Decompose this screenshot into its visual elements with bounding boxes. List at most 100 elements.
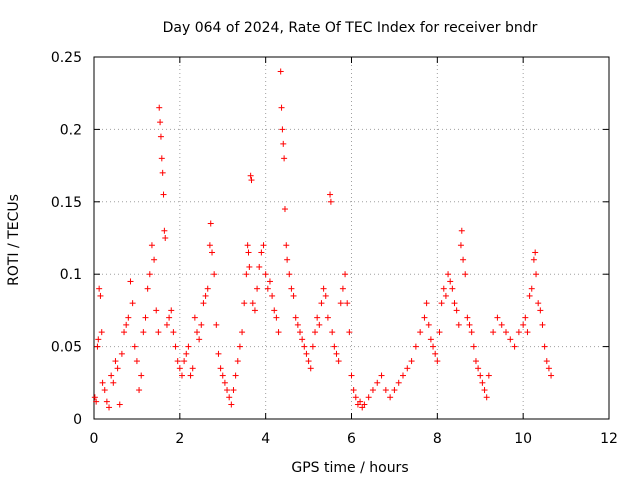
- data-point: [146, 271, 153, 278]
- data-point: [468, 329, 475, 336]
- data-point: [316, 321, 323, 328]
- data-point: [284, 256, 291, 263]
- data-point: [344, 300, 351, 307]
- data-point: [288, 285, 295, 292]
- data-point: [215, 350, 222, 357]
- data-point: [374, 379, 381, 386]
- x-tick-label: 6: [347, 431, 356, 447]
- data-point: [434, 358, 441, 365]
- y-tick-label: 0.05: [51, 340, 82, 356]
- data-point: [187, 372, 194, 379]
- data-point: [464, 314, 471, 321]
- data-point: [283, 242, 290, 249]
- data-point: [96, 285, 103, 292]
- data-point: [248, 177, 255, 184]
- data-point: [221, 379, 228, 386]
- data-point: [286, 271, 293, 278]
- data-point: [417, 329, 424, 336]
- data-point: [91, 394, 98, 401]
- data-point: [232, 372, 239, 379]
- data-point: [172, 343, 179, 350]
- data-point: [224, 387, 231, 394]
- data-point: [262, 271, 269, 278]
- data-point: [440, 285, 447, 292]
- data-point: [324, 314, 331, 321]
- data-point: [294, 321, 301, 328]
- data-point: [404, 365, 411, 372]
- data-point: [127, 278, 134, 285]
- data-point: [442, 292, 449, 299]
- data-point: [236, 343, 243, 350]
- data-point: [140, 329, 147, 336]
- data-point: [178, 372, 185, 379]
- data-point: [211, 271, 218, 278]
- data-point: [217, 365, 224, 372]
- data-point: [185, 343, 192, 350]
- data-point: [460, 256, 467, 263]
- data-point: [189, 365, 196, 372]
- data-point: [320, 285, 327, 292]
- data-point: [305, 358, 312, 365]
- data-point: [202, 292, 209, 299]
- data-point: [153, 307, 160, 314]
- data-point: [156, 104, 163, 111]
- grid-lines: [94, 57, 609, 419]
- data-point: [157, 119, 164, 126]
- data-point: [170, 329, 177, 336]
- data-point: [533, 271, 540, 278]
- data-point: [438, 300, 445, 307]
- data-point: [125, 314, 132, 321]
- data-point: [395, 379, 402, 386]
- data-point: [176, 365, 183, 372]
- data-point: [271, 307, 278, 314]
- data-point: [412, 343, 419, 350]
- data-point: [543, 358, 550, 365]
- data-point: [369, 387, 376, 394]
- data-point: [503, 329, 509, 336]
- data-point: [155, 329, 162, 336]
- data-point: [133, 358, 140, 365]
- data-point: [277, 68, 284, 75]
- data-point: [241, 300, 248, 307]
- data-point: [131, 343, 138, 350]
- data-point: [234, 358, 241, 365]
- data-point: [515, 329, 522, 336]
- data-point: [387, 394, 394, 401]
- data-point: [447, 278, 454, 285]
- y-tick-label: 0.15: [51, 195, 82, 211]
- data-point: [251, 307, 258, 314]
- data-point: [342, 271, 349, 278]
- data-point: [391, 387, 398, 394]
- data-point: [432, 350, 439, 357]
- data-point: [348, 372, 355, 379]
- data-point: [94, 343, 101, 350]
- y-axis-label: ROTI / TECUs: [6, 194, 22, 286]
- data-point: [97, 292, 104, 299]
- data-point: [278, 104, 285, 111]
- data-point: [337, 300, 344, 307]
- data-point: [483, 394, 490, 401]
- data-point: [427, 336, 434, 343]
- data-point: [206, 242, 213, 249]
- data-point: [138, 372, 145, 379]
- data-point: [162, 235, 169, 241]
- data-point: [307, 365, 314, 372]
- data-point: [275, 329, 282, 336]
- data-point: [166, 314, 173, 321]
- data-point: [472, 358, 479, 365]
- data-point: [455, 321, 462, 328]
- data-point: [490, 329, 497, 336]
- data-point: [181, 358, 188, 365]
- data-point: [136, 387, 143, 394]
- data-point: [209, 249, 216, 256]
- data-point: [329, 329, 336, 336]
- data-point: [382, 387, 389, 394]
- data-point: [449, 285, 456, 292]
- data-point: [254, 285, 261, 292]
- data-point: [352, 394, 359, 401]
- data-point: [243, 271, 250, 278]
- data-point: [281, 155, 288, 162]
- data-point: [106, 404, 113, 411]
- data-point: [200, 300, 207, 307]
- data-point: [524, 329, 531, 336]
